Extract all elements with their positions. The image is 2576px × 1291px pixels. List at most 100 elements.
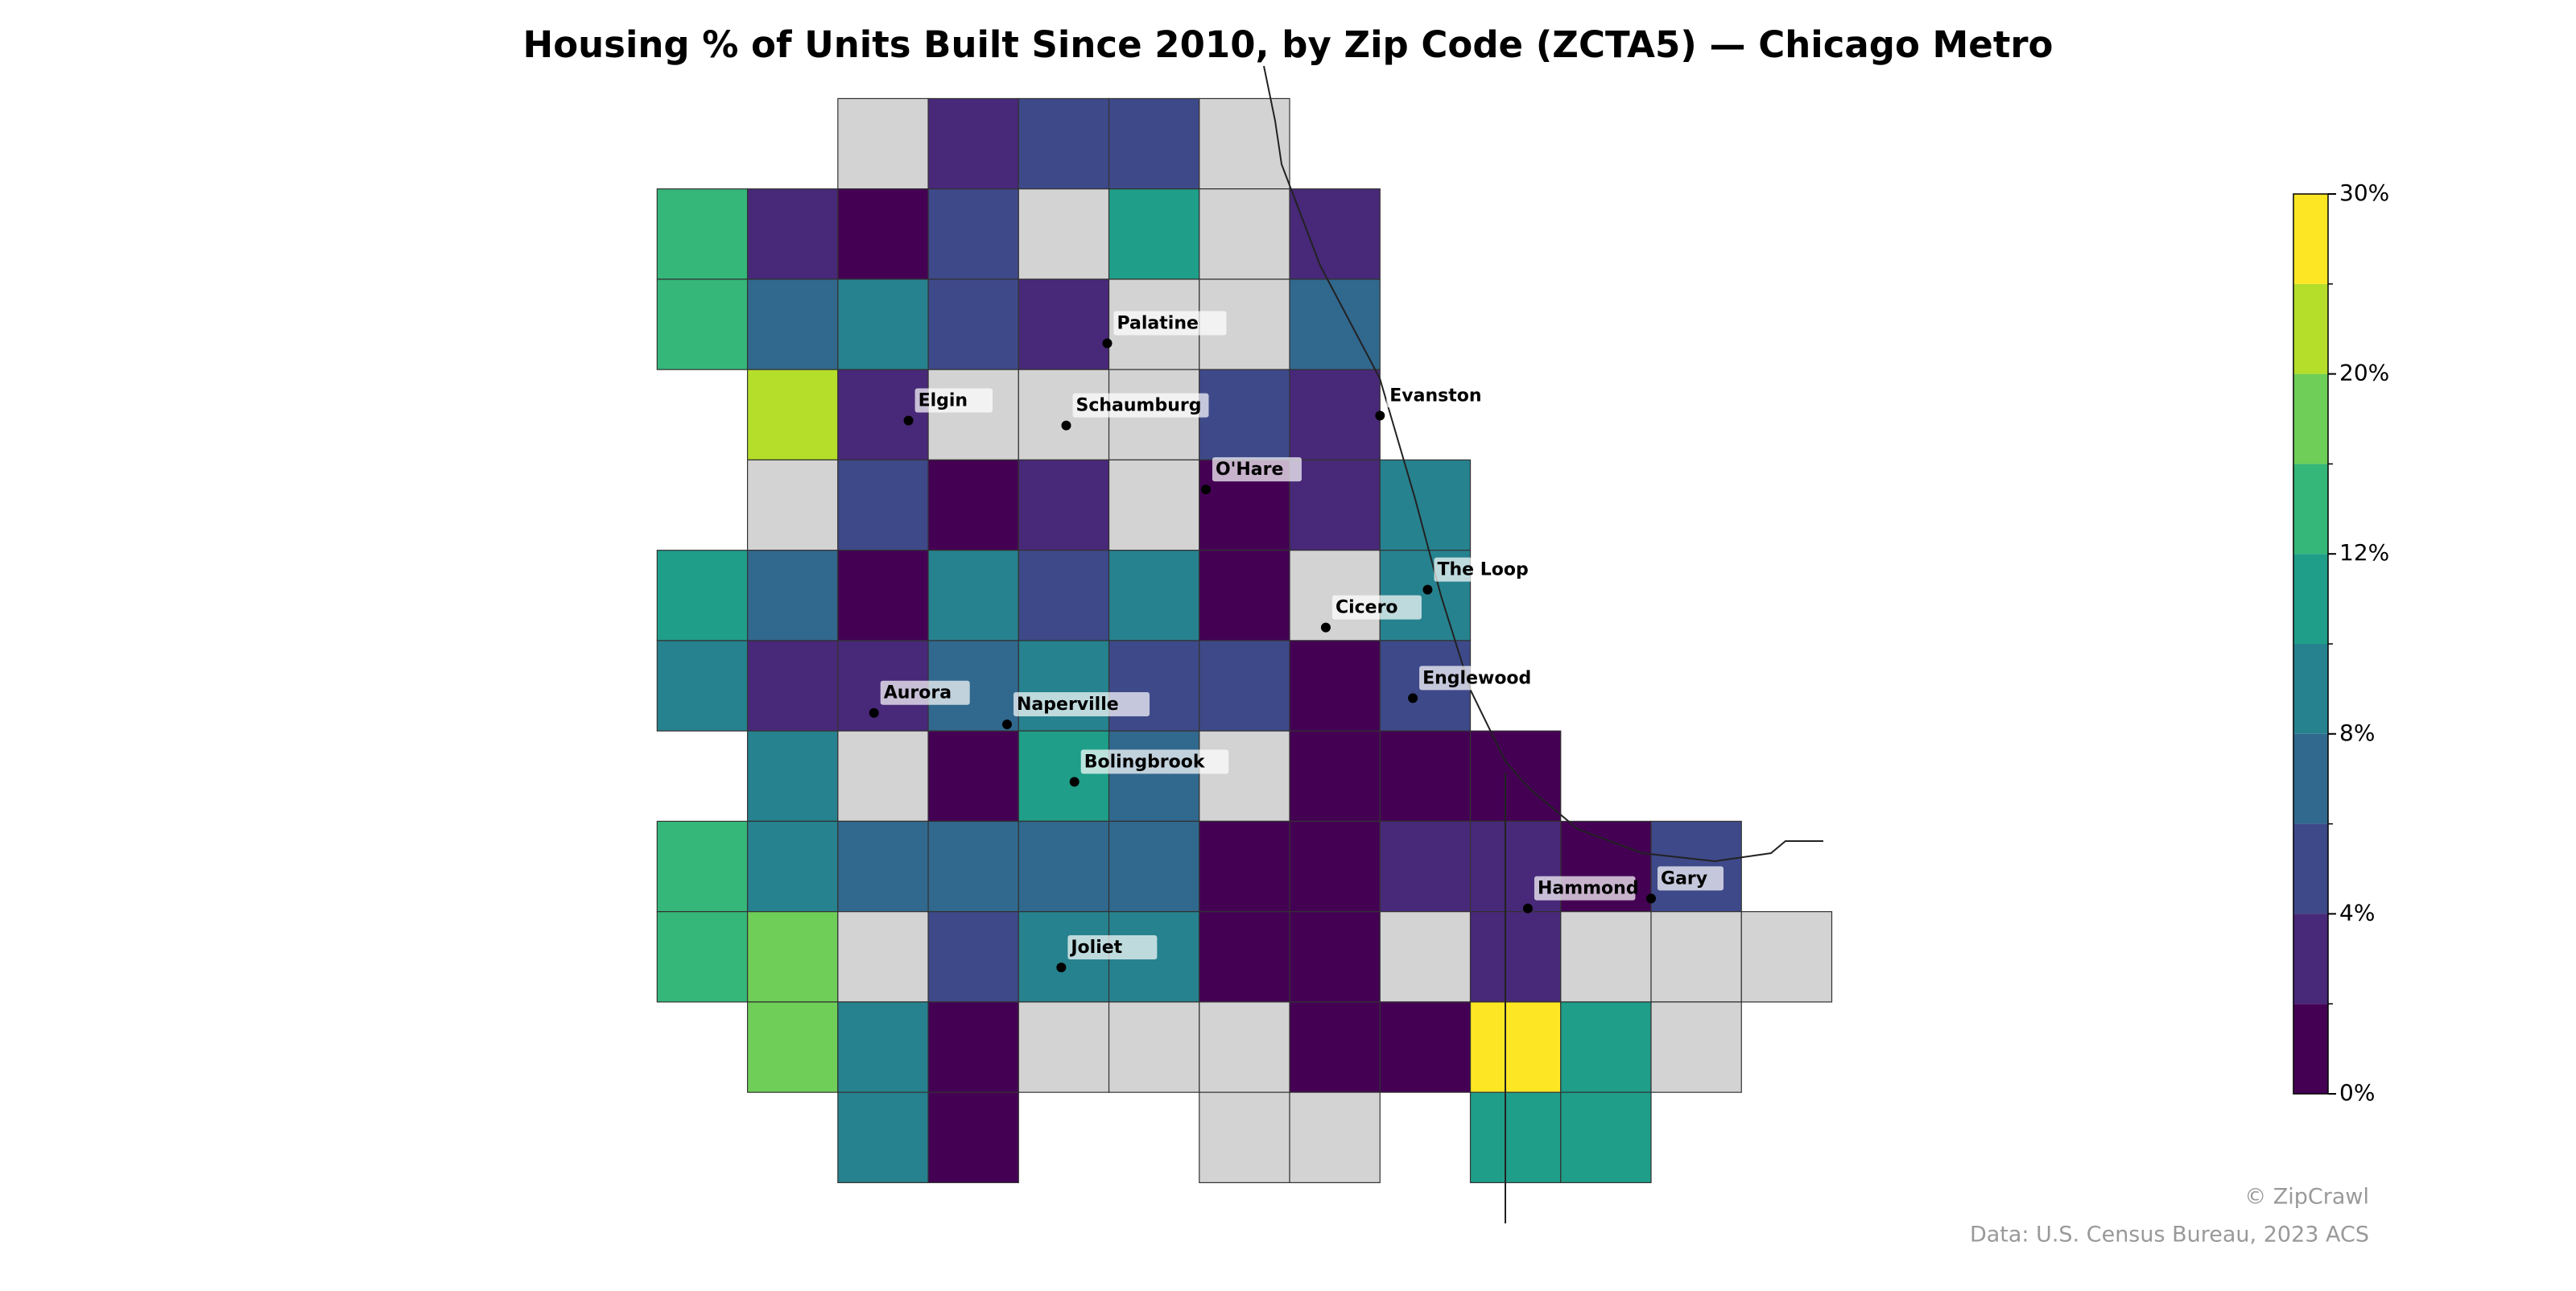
zip-area — [927, 278, 1019, 370]
zip-area — [1108, 459, 1200, 551]
zip-area — [746, 640, 839, 732]
zip-area — [837, 820, 929, 913]
zip-area — [1108, 1001, 1200, 1093]
city-dot — [1200, 485, 1211, 495]
zip-area — [746, 1001, 839, 1093]
city-label: Joliet — [1069, 938, 1122, 958]
city-label-bg — [1212, 457, 1302, 482]
zip-area — [927, 1091, 1019, 1183]
city-label-bg — [1386, 383, 1500, 408]
zip-area — [746, 188, 839, 280]
city-label: Cicero — [1335, 598, 1398, 618]
zip-area — [1199, 730, 1290, 823]
zip-area — [837, 369, 929, 461]
colorbar-band — [2293, 283, 2328, 374]
colorbar-band — [2293, 1004, 2328, 1094]
city-dot — [1522, 903, 1533, 914]
colorbar-tick-label: 0% — [2339, 1079, 2375, 1106]
city-label: O'Hare — [1216, 460, 1283, 480]
city-label-bg — [1013, 692, 1150, 716]
city-label: The Loop — [1437, 560, 1528, 580]
zip-area — [1289, 730, 1381, 823]
zip-area — [1469, 1091, 1562, 1183]
colorbar-tick-label: 4% — [2339, 899, 2375, 926]
zip-area — [746, 550, 839, 641]
zip-area — [656, 911, 749, 1003]
zip-area — [656, 188, 749, 280]
city-label: Gary — [1661, 868, 1707, 889]
zip-area — [1560, 1091, 1652, 1183]
zip-area — [927, 369, 1019, 461]
city-label-bg — [1080, 749, 1229, 774]
zip-area — [1740, 911, 1833, 1003]
zip-area — [1289, 369, 1381, 461]
zip-area — [1469, 730, 1562, 823]
zip-area — [927, 550, 1019, 641]
zip-area — [1289, 1001, 1381, 1093]
credit: © ZipCrawl — [2244, 1185, 2369, 1210]
zip-area — [1018, 97, 1110, 190]
zip-area — [837, 1091, 929, 1183]
zip-area — [1289, 188, 1381, 280]
zip-area — [746, 459, 839, 551]
zip-area — [746, 278, 839, 370]
zip-area — [1199, 97, 1290, 190]
zip-area — [837, 550, 929, 641]
zip-area — [1650, 911, 1742, 1003]
colorbar: 0% 4% 8% 12% 20% 30% — [2293, 179, 2389, 1106]
zip-area — [1199, 820, 1290, 913]
city-dot — [1320, 622, 1331, 633]
colorbar-band — [2293, 464, 2328, 555]
city-dot — [1102, 338, 1113, 349]
zip-area — [1108, 820, 1200, 913]
zip-area — [1199, 1091, 1290, 1183]
zip-area — [1560, 1001, 1652, 1093]
zip-area — [1018, 820, 1110, 913]
zip-area — [1379, 820, 1472, 913]
zip-area — [1199, 550, 1290, 641]
city-dot — [1422, 584, 1433, 595]
zip-area — [927, 188, 1019, 280]
colorbar-tick-label: 20% — [2339, 360, 2389, 386]
zip-area — [1289, 459, 1381, 551]
zip-area — [837, 278, 929, 370]
zip-area — [927, 1001, 1019, 1093]
zip-area — [927, 730, 1019, 823]
zip-area — [1379, 1001, 1472, 1093]
zip-area — [1108, 188, 1200, 280]
map-title: Housing % of Units Built Since 2010, by … — [523, 23, 2054, 66]
colorbar-band — [2293, 644, 2328, 734]
colorbar-band — [2293, 733, 2328, 824]
city-labels: Palatine Elgin Schaumburg Evanston O'Hare The… — [869, 311, 1724, 973]
city-label: Evanston — [1389, 386, 1481, 406]
zip-area — [1018, 1001, 1110, 1093]
city-label: Englewood — [1422, 668, 1531, 688]
colorbar-band — [2293, 823, 2328, 914]
zip-area — [1018, 278, 1110, 370]
city-label-bg — [1072, 393, 1209, 418]
zip-area — [746, 911, 839, 1003]
colorbar-band — [2293, 373, 2328, 464]
zip-area — [1018, 640, 1110, 732]
city-label: Schaumburg — [1075, 396, 1201, 416]
zip-area — [1018, 730, 1110, 823]
city-label-bg — [1419, 666, 1544, 691]
boundaries — [1263, 65, 1823, 1223]
zip-area — [927, 97, 1019, 190]
zip-area — [1108, 550, 1200, 641]
city-label: Aurora — [884, 683, 952, 703]
city-label-bg — [914, 388, 993, 413]
zip-area — [746, 369, 839, 461]
colorbar-frame — [2293, 193, 2329, 1095]
zip-area — [1108, 730, 1200, 823]
zip-area — [1199, 188, 1290, 280]
lake-shore — [1263, 65, 1823, 863]
zip-area — [1379, 730, 1472, 823]
zip-area — [927, 459, 1019, 551]
zip-area — [837, 459, 929, 551]
city-dot — [1002, 720, 1013, 729]
colorbar-tick-label: 30% — [2339, 179, 2389, 206]
zip-area — [1289, 1091, 1381, 1183]
zip-area — [656, 550, 749, 641]
